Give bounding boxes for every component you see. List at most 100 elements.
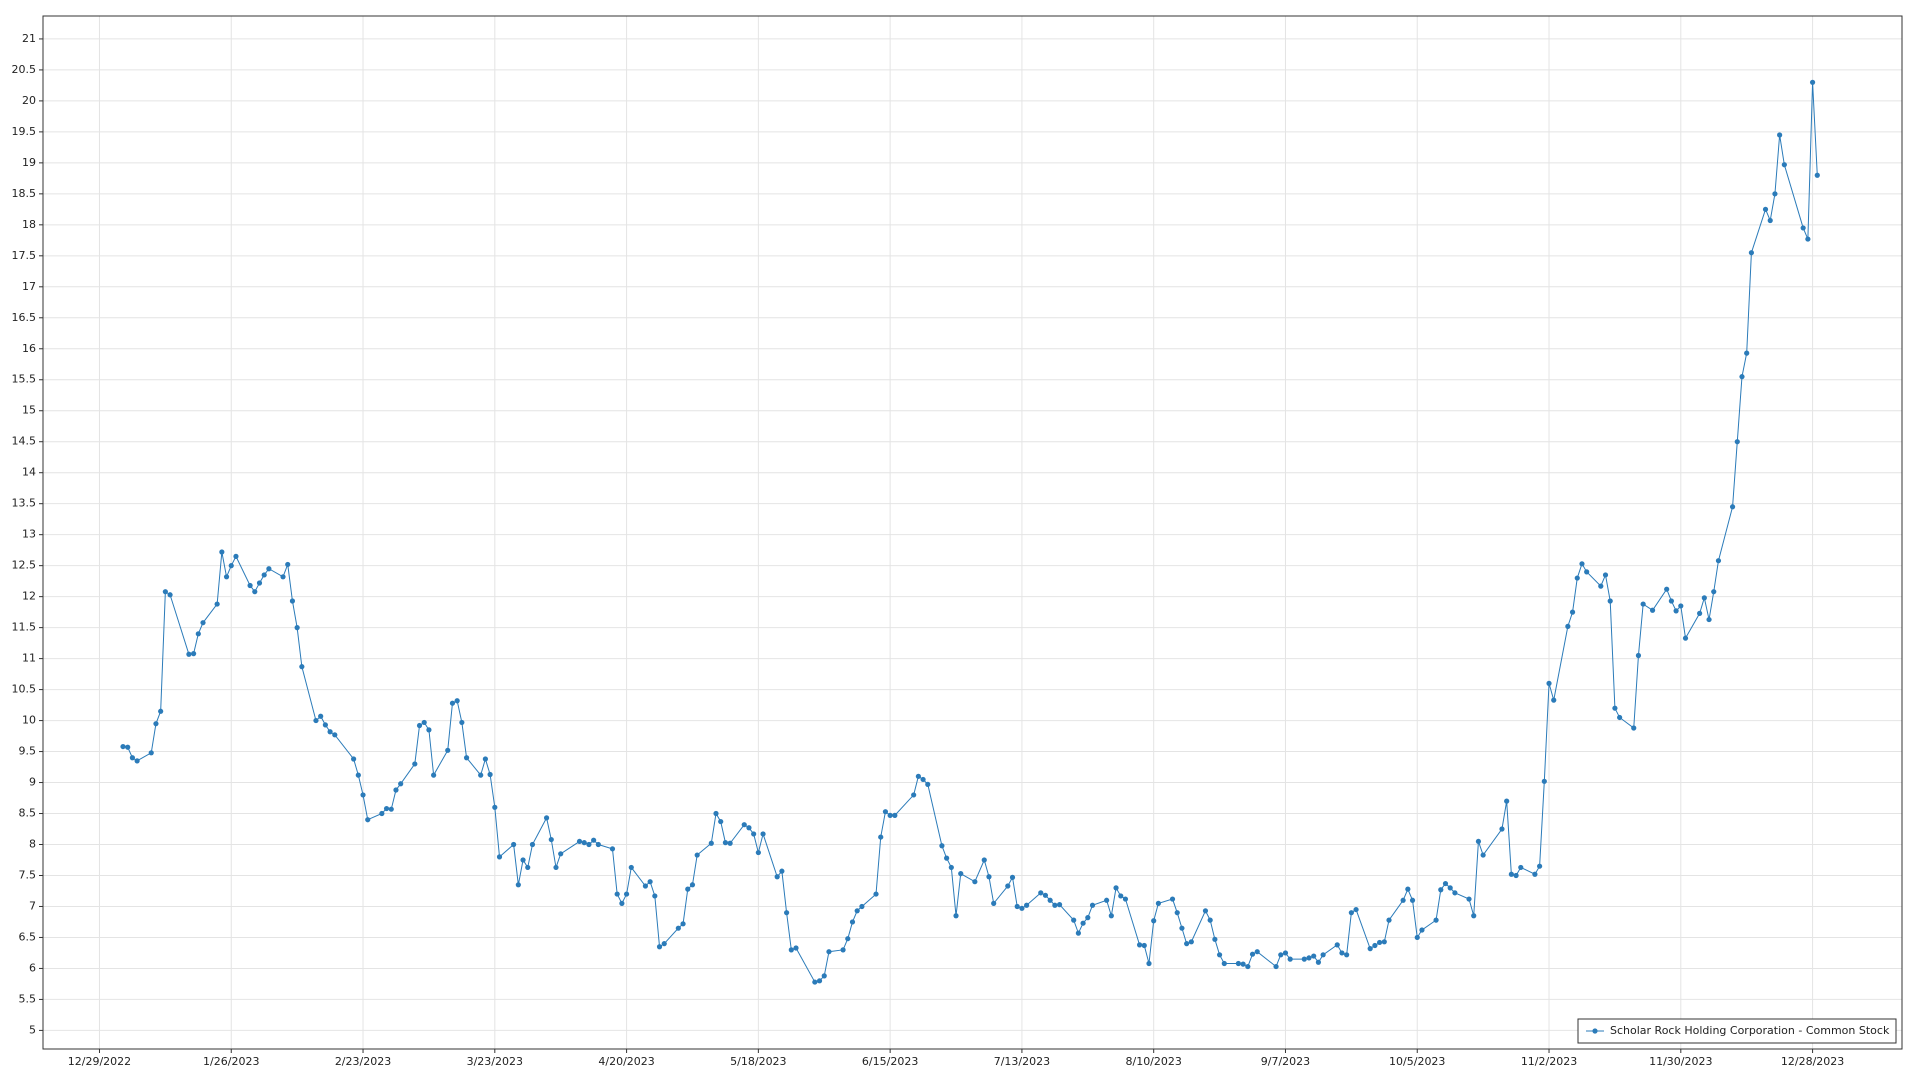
point bbox=[280, 574, 286, 580]
point bbox=[553, 864, 559, 871]
point bbox=[1174, 910, 1180, 916]
point bbox=[1809, 79, 1816, 85]
point bbox=[318, 713, 324, 719]
point bbox=[1668, 598, 1674, 604]
point bbox=[689, 882, 696, 888]
point bbox=[1249, 951, 1256, 957]
point bbox=[1146, 960, 1152, 967]
point bbox=[1315, 959, 1322, 965]
point bbox=[1414, 934, 1420, 941]
point bbox=[449, 700, 456, 706]
point bbox=[365, 817, 371, 823]
point bbox=[1551, 697, 1557, 703]
y-tick-label: 16 bbox=[22, 342, 36, 355]
y-tick-label: 8 bbox=[29, 838, 36, 851]
point bbox=[1475, 838, 1482, 845]
point bbox=[412, 761, 418, 767]
point bbox=[746, 825, 752, 831]
point bbox=[1762, 206, 1769, 212]
point bbox=[1141, 942, 1147, 949]
point bbox=[1419, 927, 1425, 933]
point bbox=[294, 625, 300, 631]
point bbox=[619, 900, 625, 906]
point bbox=[1635, 652, 1642, 659]
point bbox=[1353, 906, 1359, 913]
y-tick-label: 7 bbox=[29, 899, 36, 912]
point bbox=[591, 837, 597, 843]
point bbox=[129, 755, 136, 761]
point bbox=[1216, 952, 1223, 958]
point bbox=[878, 834, 884, 840]
x-tick-label: 2/23/2023 bbox=[335, 1055, 391, 1068]
x-tick-label: 9/7/2023 bbox=[1261, 1055, 1310, 1068]
point bbox=[986, 874, 992, 880]
point bbox=[416, 722, 423, 729]
point bbox=[520, 857, 526, 863]
point bbox=[1151, 918, 1157, 924]
point bbox=[727, 840, 733, 846]
point bbox=[1772, 191, 1778, 197]
point bbox=[1607, 598, 1613, 604]
point bbox=[812, 979, 818, 985]
point bbox=[1617, 714, 1623, 721]
point bbox=[1019, 905, 1025, 911]
point bbox=[751, 831, 757, 837]
point bbox=[1080, 920, 1086, 926]
y-tick-label: 14 bbox=[22, 466, 36, 479]
point bbox=[1372, 942, 1378, 949]
y-tick-label: 21 bbox=[22, 32, 36, 45]
point bbox=[1452, 890, 1458, 896]
x-tick-label: 4/20/2023 bbox=[598, 1055, 654, 1068]
point bbox=[1221, 960, 1227, 967]
point bbox=[1697, 610, 1703, 616]
point bbox=[609, 846, 616, 852]
point bbox=[1678, 603, 1684, 609]
point bbox=[426, 727, 432, 733]
point bbox=[214, 601, 220, 607]
point bbox=[1278, 952, 1284, 958]
point bbox=[944, 855, 950, 861]
point bbox=[1584, 569, 1590, 575]
y-tick-label: 19 bbox=[22, 156, 36, 169]
point bbox=[1504, 798, 1510, 804]
point bbox=[1367, 946, 1373, 952]
point bbox=[492, 804, 498, 810]
point bbox=[1777, 132, 1783, 138]
point bbox=[685, 886, 691, 892]
point bbox=[1155, 900, 1161, 906]
point bbox=[1405, 886, 1411, 892]
point bbox=[1640, 601, 1646, 607]
point bbox=[1574, 575, 1580, 581]
point bbox=[887, 812, 893, 818]
point bbox=[1744, 350, 1750, 356]
point bbox=[1169, 896, 1176, 902]
point bbox=[1009, 874, 1016, 880]
point bbox=[487, 771, 493, 778]
point bbox=[388, 806, 394, 812]
point bbox=[1800, 225, 1806, 231]
y-tick-label: 9.5 bbox=[19, 745, 37, 758]
point bbox=[1184, 941, 1190, 947]
point bbox=[120, 743, 126, 750]
point bbox=[722, 840, 729, 846]
point bbox=[708, 840, 714, 846]
x-tick-label: 5/18/2023 bbox=[730, 1055, 786, 1068]
point bbox=[383, 805, 390, 812]
point bbox=[1546, 680, 1552, 686]
point bbox=[1047, 897, 1053, 903]
point bbox=[713, 810, 719, 817]
point bbox=[162, 589, 168, 595]
point bbox=[788, 947, 794, 953]
point bbox=[661, 941, 667, 947]
point bbox=[195, 631, 201, 637]
point bbox=[459, 719, 465, 726]
point bbox=[1301, 956, 1307, 962]
point bbox=[1433, 917, 1439, 923]
legend-label: Scholar Rock Holding Corporation - Commo… bbox=[1610, 1024, 1890, 1037]
point bbox=[854, 908, 860, 914]
x-tick-label: 8/10/2023 bbox=[1125, 1055, 1181, 1068]
point bbox=[1598, 583, 1604, 589]
point bbox=[1108, 913, 1114, 919]
point bbox=[991, 900, 997, 906]
